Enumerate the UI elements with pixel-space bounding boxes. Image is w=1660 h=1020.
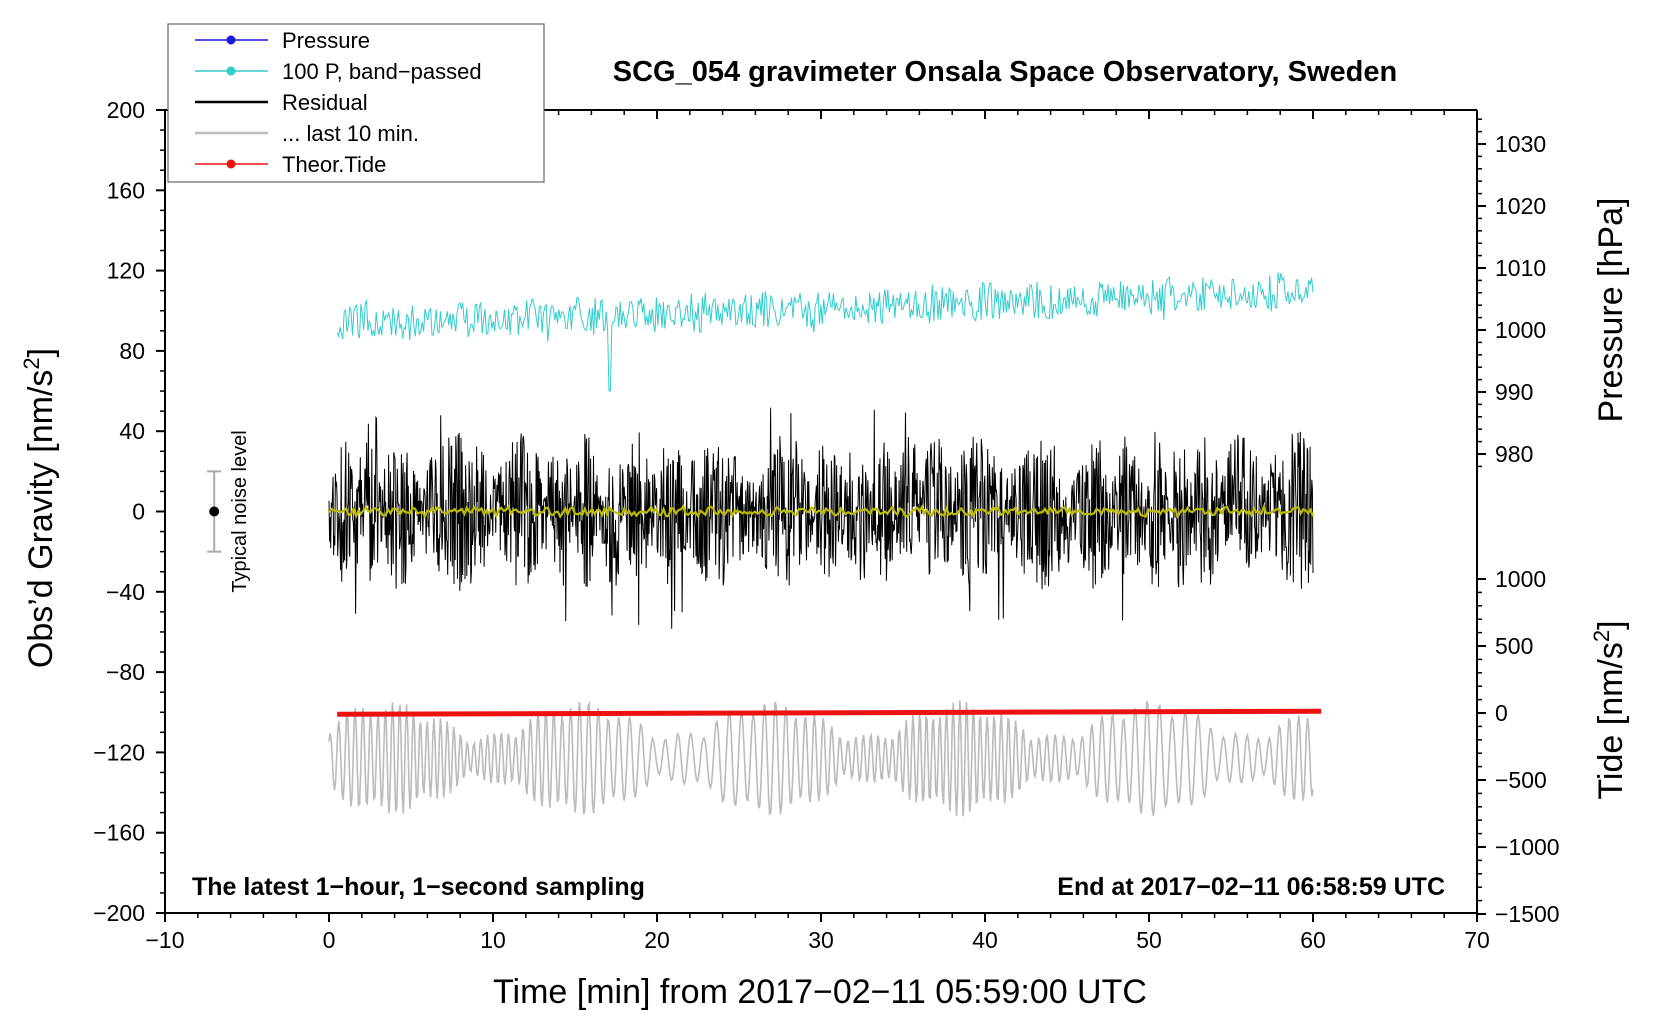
- pressure-tick-label: 1010: [1495, 255, 1546, 281]
- y-tick-label-left: 120: [107, 258, 145, 284]
- noise-level-dot: [209, 506, 220, 517]
- noise-level-indicator: Typical noise level: [207, 430, 251, 593]
- pressure-tick-label: 1000: [1495, 317, 1546, 343]
- legend-label: Residual: [282, 90, 368, 115]
- tide-tick-label: −500: [1495, 767, 1547, 793]
- tide-tick-label: 500: [1495, 633, 1533, 659]
- y-tick-label-left: 160: [107, 177, 145, 203]
- series-last-10-min: [328, 700, 1314, 817]
- x-tick-label: 0: [323, 927, 336, 953]
- x-tick-label: −10: [145, 927, 184, 953]
- legend-swatch-marker: [226, 66, 236, 76]
- series-layer: [328, 272, 1322, 817]
- x-tick-label: 10: [480, 927, 506, 953]
- y-tick-label-left: 0: [132, 499, 145, 525]
- y-tick-label-left: 200: [107, 97, 145, 123]
- pressure-tick-label: 1030: [1495, 131, 1546, 157]
- series-residual: [328, 407, 1314, 629]
- noise-level-label: Typical noise level: [229, 430, 251, 592]
- tide-tick-label: 1000: [1495, 566, 1546, 592]
- legend-label: ... last 10 min.: [282, 121, 419, 146]
- y-tick-label-left: −40: [106, 579, 145, 605]
- end-time-annotation: End at 2017−02−11 06:58:59 UTC: [1057, 873, 1445, 901]
- tide-tick-label: 0: [1495, 700, 1508, 726]
- x-tick-label: 20: [644, 927, 670, 953]
- sampling-annotation: The latest 1−hour, 1−second sampling: [192, 873, 645, 901]
- y-axis-label-left: Obs’d Gravity [nm/s2]: [19, 348, 60, 668]
- x-tick-label: 60: [1300, 927, 1326, 953]
- legend-swatch-marker: [226, 35, 236, 45]
- tide-tick-label: −1000: [1495, 834, 1560, 860]
- legend-label: Theor.Tide: [282, 152, 386, 177]
- y-tick-label-left: −120: [93, 739, 145, 765]
- y-tick-label-left: −200: [93, 900, 145, 926]
- legend-swatch-marker: [226, 159, 236, 169]
- chart-title: SCG_054 gravimeter Onsala Space Observat…: [613, 56, 1397, 88]
- x-axis-label: Time [min] from 2017−02−11 05:59:00 UTC: [493, 973, 1147, 1011]
- tide-tick-label: −1500: [1495, 901, 1560, 927]
- pressure-tick-label: 1020: [1495, 193, 1546, 219]
- series-residual-smoothed: [328, 503, 1315, 520]
- y-axis-label-tide: Tide [nm/s2]: [1589, 620, 1630, 799]
- x-tick-label: 40: [972, 927, 998, 953]
- pressure-tick-label: 980: [1495, 441, 1533, 467]
- legend-items: Pressure 100 P, band−passed Residual ... la…: [195, 28, 482, 177]
- y-tick-label-left: 80: [119, 338, 145, 364]
- series-theor-tide: [337, 708, 1322, 717]
- legend-label: Pressure: [282, 28, 370, 53]
- y-axis-label-pressure: Pressure [hPa]: [1592, 198, 1630, 423]
- x-tick-label: 70: [1464, 927, 1490, 953]
- axes-layer: −10 0 10 20 30 40 50 60 7020016012080400−40−80−1…: [93, 97, 1559, 953]
- x-tick-label: 50: [1136, 927, 1162, 953]
- y-tick-label-left: 40: [119, 418, 145, 444]
- y-tick-label-left: −80: [106, 659, 145, 685]
- x-tick-label: 30: [808, 927, 834, 953]
- series-pressure-bandpassed: [336, 272, 1314, 392]
- pressure-tick-label: 990: [1495, 379, 1533, 405]
- legend-label: 100 P, band−passed: [282, 59, 482, 84]
- legend: Pressure 100 P, band−passed Residual ... la…: [167, 23, 545, 183]
- y-tick-label-left: −160: [93, 820, 145, 846]
